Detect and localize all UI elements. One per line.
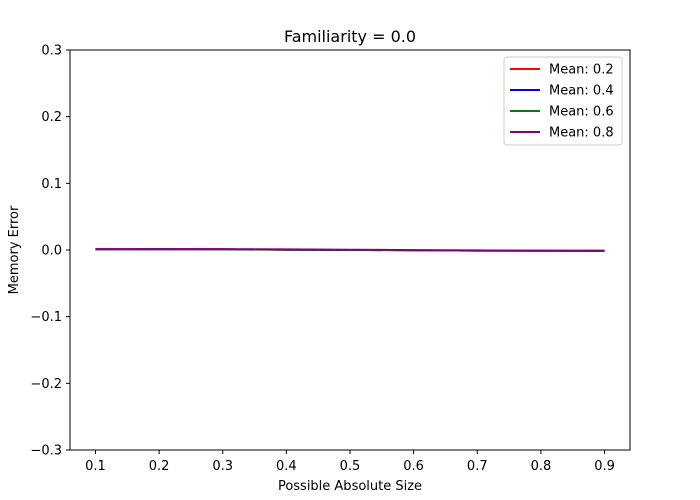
chart-title: Familiarity = 0.0	[284, 27, 416, 46]
x-tick-label: 0.7	[467, 459, 488, 474]
x-tick-label: 0.9	[594, 459, 615, 474]
x-tick-label: 0.8	[531, 459, 552, 474]
legend-label: Mean: 0.2	[549, 63, 614, 78]
x-tick-label: 0.5	[340, 459, 361, 474]
y-tick-label: 0.1	[41, 177, 62, 192]
legend-label: Mean: 0.4	[549, 84, 614, 99]
legend-box	[503, 56, 623, 146]
series-line-4	[95, 248, 605, 252]
plot-frame	[69, 49, 631, 451]
x-tick-label: 0.6	[403, 459, 424, 474]
y-tick-label: 0.3	[41, 44, 62, 59]
y-tick-label: 0.0	[41, 244, 62, 259]
x-tick-label: 0.3	[212, 459, 233, 474]
legend-label: Mean: 0.8	[549, 126, 614, 141]
y-tick-label: −0.1	[30, 310, 62, 325]
axis-ticks: 0.1 0.2 0.3 0.4 0.5 0.6 0.7 0.8 0.9 −0.3 −0.2 −0.1 0…	[30, 44, 614, 475]
y-tick-label: −0.2	[30, 377, 62, 392]
y-tick-label: 0.2	[41, 110, 62, 125]
y-tick-label: −0.3	[30, 444, 62, 459]
x-axis-label: Possible Absolute Size	[278, 479, 422, 494]
x-tick-label: 0.2	[149, 459, 170, 474]
x-tick-label: 0.1	[85, 459, 106, 474]
legend-label: Mean: 0.6	[549, 105, 614, 120]
x-tick-label: 0.4	[276, 459, 297, 474]
y-axis-label: Memory Error	[7, 205, 22, 294]
legend: Mean: 0.2 Mean: 0.4 Mean: 0.6 Mean: 0.8	[503, 56, 623, 146]
series-lines	[95, 248, 605, 252]
